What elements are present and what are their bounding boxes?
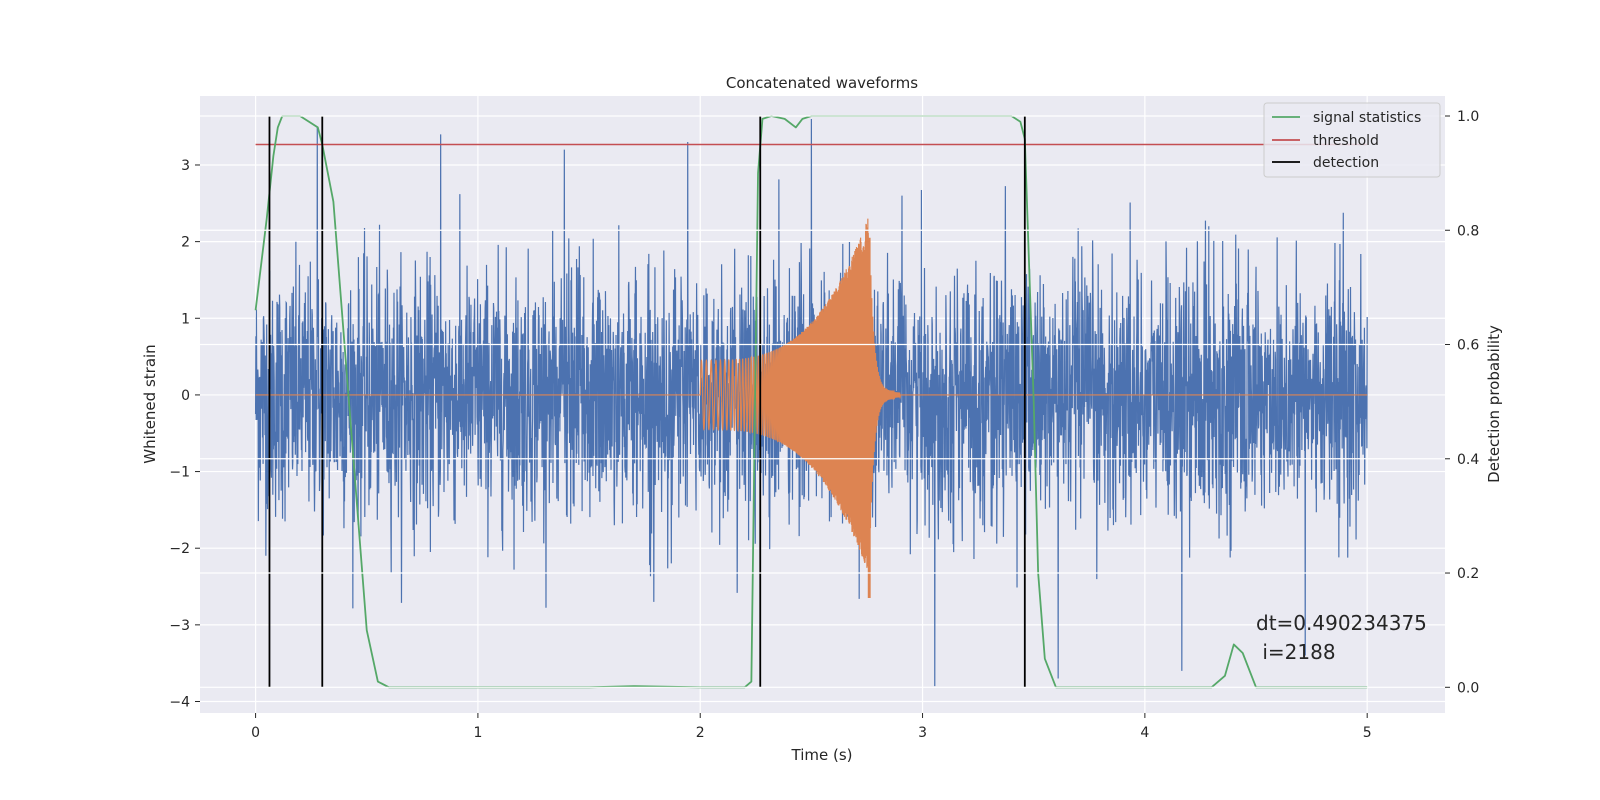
y2-tick-label: 0.8 [1457, 223, 1479, 239]
right-axis-grid-lines [200, 115, 1445, 688]
y2-tick-label: 0.4 [1457, 452, 1479, 468]
template-chirp-line [255, 218, 1368, 599]
legend-label-detection: detection [1313, 155, 1379, 171]
strain-series-line [254, 118, 1368, 687]
y-tick-label: 1 [181, 311, 190, 327]
plot-area [254, 115, 1368, 689]
x-tick-label: 2 [696, 725, 705, 741]
y-tick-label: 2 [181, 235, 190, 251]
x-tick-label: 4 [1140, 725, 1149, 741]
y2-tick-label: 0.2 [1457, 566, 1479, 582]
y-tick-label: 0 [181, 388, 190, 404]
x-tick-label: 3 [918, 725, 927, 741]
y2-tick-label: 0.0 [1457, 680, 1479, 696]
y-axis-label: Whitened strain [141, 344, 159, 463]
y2-tick-label: 0.6 [1457, 338, 1479, 354]
x-tick-label: 5 [1363, 725, 1372, 741]
x-axis-label: Time (s) [791, 746, 853, 764]
y-tick-label: −2 [169, 541, 190, 557]
axes: 0 1 2 3 4 5 −4 −3 −2 −1 0 1 2 3 0.0 0.2 0.4 0.6 0.8 1.0 [169, 109, 1479, 741]
legend-box [1263, 102, 1441, 178]
y2-tick-label: 1.0 [1457, 109, 1479, 125]
legend-label-threshold: threshold [1313, 133, 1379, 149]
y-tick-label: −1 [169, 465, 190, 481]
y2-axis-label: Detection probability [1485, 325, 1503, 483]
x-tick-label: 0 [251, 725, 260, 741]
annotation-dt: dt=0.490234375 [1256, 611, 1427, 635]
annotation-i: i=2188 [1256, 640, 1336, 664]
legend-label-signal-statistics: signal statistics [1313, 110, 1421, 126]
y-tick-label: −4 [169, 695, 190, 711]
y-tick-label: −3 [169, 618, 190, 634]
legend: signal statistics threshold detection [1263, 102, 1441, 178]
chart-title: Concatenated waveforms [726, 74, 918, 92]
x-tick-label: 1 [473, 725, 482, 741]
y-tick-label: 3 [181, 158, 190, 174]
